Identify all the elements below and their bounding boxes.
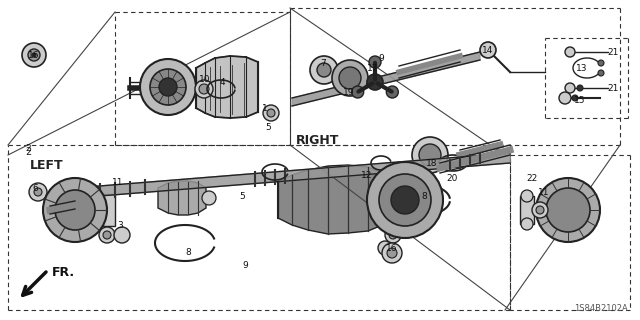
Polygon shape xyxy=(196,56,258,118)
Circle shape xyxy=(521,218,533,230)
Circle shape xyxy=(339,67,361,89)
Circle shape xyxy=(565,47,575,57)
Text: 9: 9 xyxy=(378,53,384,62)
Circle shape xyxy=(385,227,401,243)
Circle shape xyxy=(367,74,383,90)
Circle shape xyxy=(387,86,398,98)
Circle shape xyxy=(103,231,111,239)
Circle shape xyxy=(43,178,107,242)
Text: 5: 5 xyxy=(265,123,271,132)
Text: 15: 15 xyxy=(574,95,586,105)
Text: 7: 7 xyxy=(320,59,326,68)
Circle shape xyxy=(577,85,583,91)
Circle shape xyxy=(99,227,115,243)
Text: 8: 8 xyxy=(185,247,191,257)
Text: 20: 20 xyxy=(446,173,458,182)
Bar xyxy=(520,196,534,224)
Text: 11: 11 xyxy=(112,178,124,187)
Circle shape xyxy=(29,183,47,201)
Circle shape xyxy=(536,178,600,242)
Text: 22: 22 xyxy=(526,173,538,182)
Text: 11: 11 xyxy=(538,188,550,196)
Bar xyxy=(100,194,115,226)
Circle shape xyxy=(114,227,130,243)
Text: 9: 9 xyxy=(242,260,248,269)
Text: 8: 8 xyxy=(421,191,427,201)
Text: 10: 10 xyxy=(199,75,211,84)
Text: 3: 3 xyxy=(117,220,123,229)
Polygon shape xyxy=(50,153,510,200)
Circle shape xyxy=(565,83,575,93)
Text: 18: 18 xyxy=(426,158,438,167)
Circle shape xyxy=(28,49,40,61)
Text: 5: 5 xyxy=(239,191,245,201)
Circle shape xyxy=(379,174,431,226)
Circle shape xyxy=(572,95,578,101)
Circle shape xyxy=(419,144,441,166)
Circle shape xyxy=(559,92,571,104)
Circle shape xyxy=(480,42,496,58)
Circle shape xyxy=(387,248,397,258)
Circle shape xyxy=(351,86,364,98)
Polygon shape xyxy=(158,181,206,215)
Circle shape xyxy=(55,190,95,230)
Circle shape xyxy=(378,241,392,255)
Text: RIGHT: RIGHT xyxy=(296,133,339,147)
Circle shape xyxy=(598,70,604,76)
Circle shape xyxy=(369,56,381,68)
Circle shape xyxy=(202,191,216,205)
Circle shape xyxy=(521,190,533,202)
Circle shape xyxy=(310,56,338,84)
Circle shape xyxy=(195,80,213,98)
Circle shape xyxy=(159,78,177,96)
Text: LEFT: LEFT xyxy=(30,158,63,172)
Circle shape xyxy=(546,188,590,232)
Circle shape xyxy=(150,69,186,105)
Text: 21: 21 xyxy=(607,84,619,92)
Text: 6: 6 xyxy=(32,183,38,193)
Circle shape xyxy=(532,202,548,218)
Text: 4: 4 xyxy=(219,77,225,86)
Circle shape xyxy=(598,60,604,66)
Circle shape xyxy=(140,59,196,115)
Circle shape xyxy=(382,243,402,263)
Text: 19: 19 xyxy=(343,87,355,97)
Circle shape xyxy=(536,206,544,214)
Circle shape xyxy=(389,231,397,239)
Text: FR.: FR. xyxy=(52,266,75,278)
Circle shape xyxy=(391,186,419,214)
Polygon shape xyxy=(278,165,380,234)
Text: 21: 21 xyxy=(607,47,619,57)
Polygon shape xyxy=(292,52,480,106)
Circle shape xyxy=(34,188,42,196)
Text: 16: 16 xyxy=(387,244,397,252)
Text: 1S84B2102A: 1S84B2102A xyxy=(574,304,628,313)
Circle shape xyxy=(412,137,448,173)
Text: 16: 16 xyxy=(28,51,40,60)
Circle shape xyxy=(332,60,368,96)
Circle shape xyxy=(199,84,209,94)
Circle shape xyxy=(32,53,36,57)
Circle shape xyxy=(367,162,443,238)
Text: 14: 14 xyxy=(483,45,493,54)
Circle shape xyxy=(267,109,275,117)
Text: 2: 2 xyxy=(25,143,31,153)
Circle shape xyxy=(263,105,279,121)
Text: 1: 1 xyxy=(262,103,268,113)
Text: 2: 2 xyxy=(25,147,31,157)
Circle shape xyxy=(22,43,46,67)
Text: 13: 13 xyxy=(576,63,588,73)
Text: 12: 12 xyxy=(362,171,372,180)
Circle shape xyxy=(317,63,331,77)
Text: 17: 17 xyxy=(367,63,379,73)
